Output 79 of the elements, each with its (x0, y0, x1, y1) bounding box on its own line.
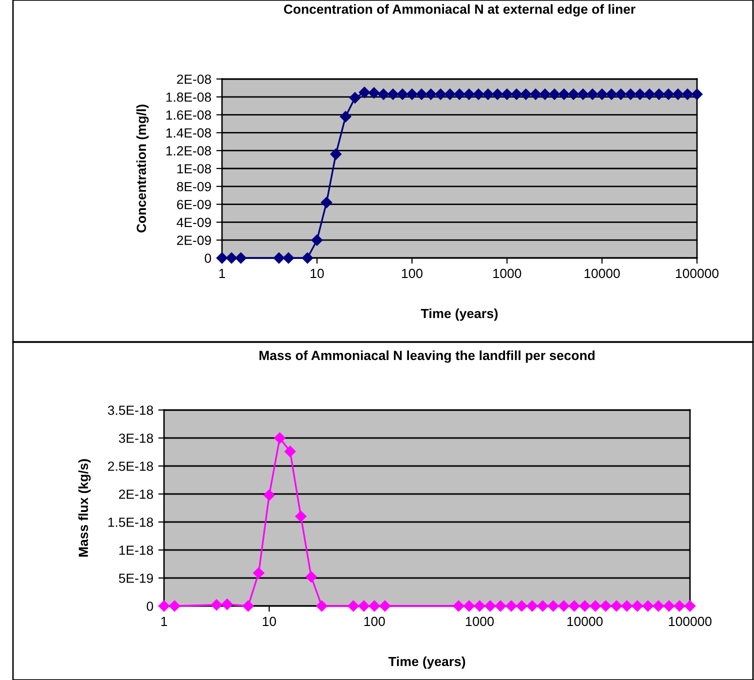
x-tick-label: 10000 (567, 616, 603, 626)
y-tick-label: 5E-19 (118, 574, 153, 583)
x-tick-label: 100000 (668, 616, 712, 626)
y-tick-label: 6E-09 (177, 200, 211, 210)
y-tick-label: 8E-09 (176, 182, 211, 192)
point (558, 88, 570, 100)
point (472, 88, 484, 100)
y-tick-label: 1.5E-18 (108, 518, 154, 527)
y-tick-label: 2E-18 (119, 490, 154, 499)
x-tick-label: 1000 (466, 616, 494, 626)
y-tick-label: 3.5E-18 (108, 406, 154, 415)
x-tick-label: 100 (402, 268, 422, 278)
chart-title: Concentration of Ammoniacal N at external edge of liner (284, 4, 636, 17)
point (387, 88, 399, 100)
point (302, 252, 314, 264)
y-tick-label: 0 (204, 254, 212, 263)
point (606, 88, 618, 100)
point (653, 88, 665, 100)
y-tick-label: 1.8E-08 (166, 92, 212, 102)
point (349, 92, 361, 104)
x-tick-label: 100000 (676, 268, 718, 278)
point (378, 88, 390, 100)
point (320, 196, 332, 208)
point (624, 88, 636, 100)
y-tick-label: 2E-09 (177, 236, 211, 246)
point (454, 88, 466, 100)
point (634, 88, 646, 100)
point (311, 234, 323, 246)
point (501, 88, 513, 100)
point (586, 88, 598, 100)
point (510, 88, 522, 100)
point (482, 88, 494, 100)
point (691, 88, 703, 100)
y-tick-label: 1.2E-08 (166, 146, 212, 156)
point (672, 88, 684, 100)
point (530, 88, 542, 100)
x-tick-label: 10 (310, 268, 324, 278)
y-axis-title: Concentration (mg/l) (136, 104, 149, 232)
y-tick-label: 1.6E-08 (166, 110, 212, 120)
point (340, 110, 352, 122)
point (444, 88, 456, 100)
y-tick-label: 4E-09 (176, 218, 211, 228)
point (358, 86, 370, 98)
point (644, 88, 656, 100)
point (416, 88, 428, 100)
x-tick-label: 1000 (493, 268, 522, 278)
y-axis-title: Mass flux (kg/s) (78, 459, 91, 557)
x-tick-label: 10 (262, 616, 276, 626)
x-axis-title: Time (years) (420, 308, 498, 321)
chart-title: Mass of Ammoniacal N leaving the landfill per second (260, 350, 595, 363)
point (330, 148, 342, 160)
x-tick-label: 10000 (584, 268, 620, 278)
x-tick-label: 1 (161, 616, 168, 626)
y-tick-label: 2.5E-18 (108, 462, 154, 471)
x-tick-label: 1 (219, 268, 226, 278)
point (577, 88, 589, 100)
point (463, 88, 475, 100)
y-tick-label: 3E-18 (118, 434, 154, 443)
point (368, 87, 380, 98)
point (682, 88, 694, 100)
y-tick-label: 1E-08 (177, 164, 212, 174)
point (615, 88, 626, 100)
point (396, 88, 408, 100)
point (406, 88, 418, 100)
point (434, 88, 446, 100)
x-axis-title: Time (years) (388, 656, 466, 669)
point (568, 88, 580, 100)
point (596, 88, 608, 100)
y-tick-label: 1.4E-08 (166, 128, 212, 138)
point (539, 88, 551, 100)
point (492, 88, 504, 100)
y-tick-label: 2E-08 (177, 74, 212, 84)
point (548, 88, 560, 100)
point (520, 88, 532, 100)
y-tick-label: 0 (146, 602, 154, 611)
x-tick-label: 100 (364, 616, 385, 626)
point (662, 88, 674, 100)
y-tick-label: 1E-18 (119, 546, 154, 555)
point (425, 88, 436, 100)
